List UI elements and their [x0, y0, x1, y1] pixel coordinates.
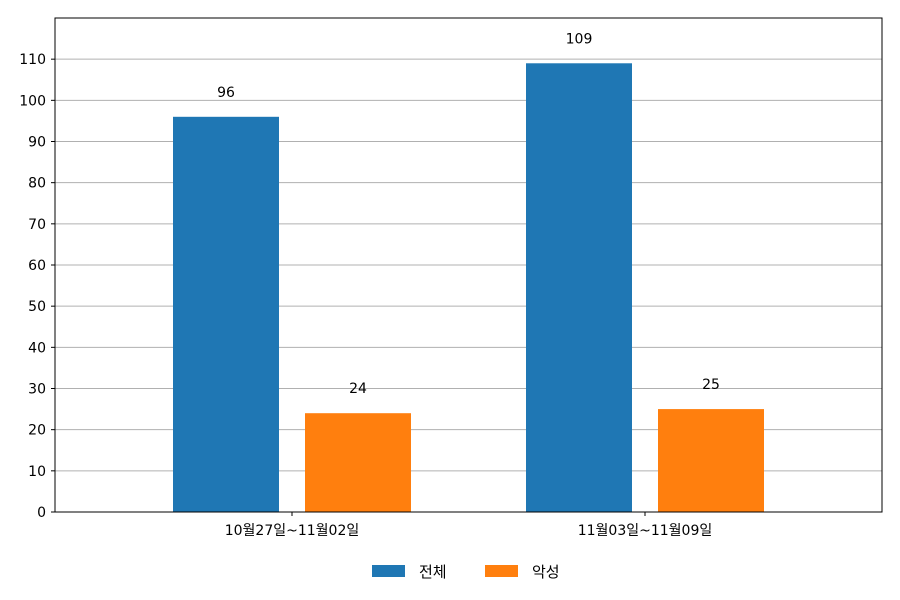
bar-value-label: 109 — [566, 31, 593, 47]
y-tick-label: 60 — [28, 258, 46, 274]
y-tick-label: 70 — [28, 217, 46, 233]
y-tick-label: 80 — [28, 176, 46, 192]
bar-malicious — [658, 409, 764, 512]
bar-total — [173, 116, 279, 513]
legend: 전체 악성 — [372, 563, 560, 581]
bar-value-label: 24 — [349, 381, 367, 397]
y-axis: 0 10 20 30 40 50 60 70 80 90 100 110 — [19, 52, 55, 521]
y-tick-label: 20 — [28, 423, 46, 439]
bar-value-label: 96 — [217, 85, 235, 101]
y-tick-label: 50 — [28, 299, 46, 315]
y-tick-label: 110 — [19, 52, 46, 68]
y-tick-label: 30 — [28, 382, 46, 398]
bar-value-label: 25 — [702, 377, 720, 393]
legend-label: 악성 — [532, 563, 560, 581]
data-labels: 96 24 109 25 — [217, 31, 720, 397]
legend-swatch — [372, 565, 405, 577]
x-axis: 10월27일~11월02일 11월03일~11월09일 — [225, 512, 713, 539]
y-tick-label: 0 — [37, 505, 46, 521]
legend-label: 전체 — [419, 563, 447, 581]
bar-total — [526, 63, 632, 513]
bar-malicious — [305, 413, 411, 512]
x-tick-label: 10월27일~11월02일 — [225, 523, 360, 539]
bars — [173, 63, 764, 513]
legend-swatch — [485, 565, 518, 577]
y-tick-label: 90 — [28, 135, 46, 151]
y-tick-label: 10 — [28, 464, 46, 480]
y-tick-label: 100 — [19, 93, 46, 109]
y-tick-label: 40 — [28, 340, 46, 356]
x-tick-label: 11월03일~11월09일 — [578, 523, 713, 539]
